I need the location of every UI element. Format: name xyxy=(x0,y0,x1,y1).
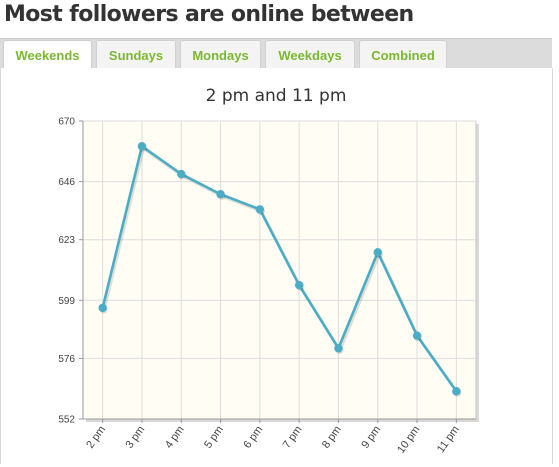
data-point xyxy=(334,344,343,353)
data-point xyxy=(216,190,225,199)
x-tick-label: 7 pm xyxy=(281,424,305,451)
tab-list: Weekends Sundays Mondays Weekdays Combin… xyxy=(3,40,447,69)
x-tick-label: 4 pm xyxy=(163,424,187,451)
x-tick-label: 10 pm xyxy=(395,424,422,456)
page-title: Most followers are online between xyxy=(4,2,414,27)
data-point xyxy=(255,205,265,214)
x-tick-label: 6 pm xyxy=(241,424,265,451)
y-tick-label: 552 xyxy=(58,415,75,426)
data-point xyxy=(137,142,147,151)
x-tick-label: 3 pm xyxy=(124,424,148,451)
tab-mondays[interactable]: Mondays xyxy=(180,40,261,69)
data-point xyxy=(98,303,107,313)
y-tick-label: 623 xyxy=(58,235,75,246)
tab-combined[interactable]: Combined xyxy=(359,40,447,69)
x-tick-label: 8 pm xyxy=(320,424,344,451)
tab-sundays[interactable]: Sundays xyxy=(96,40,176,69)
x-tick-label: 11 pm xyxy=(435,424,462,455)
y-tick-label: 670 xyxy=(58,117,75,128)
tab-weekdays[interactable]: Weekdays xyxy=(265,40,355,69)
tab-weekends[interactable]: Weekends xyxy=(3,40,92,69)
y-tick-label: 646 xyxy=(58,177,75,188)
y-tick-label: 599 xyxy=(58,296,75,307)
data-point xyxy=(294,280,304,290)
x-tick-label: 2 pm xyxy=(84,424,108,451)
x-tick-label: 5 pm xyxy=(202,424,226,451)
chart-title: 2 pm and 11 pm xyxy=(205,86,347,106)
tab-bar: Weekends Sundays Mondays Weekdays Combin… xyxy=(0,38,552,69)
data-point xyxy=(412,331,422,340)
data-point xyxy=(452,387,461,396)
x-tick-label: 9 pm xyxy=(359,424,383,451)
series-line xyxy=(101,144,458,392)
data-point xyxy=(373,248,382,257)
data-point xyxy=(177,169,186,179)
y-tick-label: 576 xyxy=(58,354,75,365)
